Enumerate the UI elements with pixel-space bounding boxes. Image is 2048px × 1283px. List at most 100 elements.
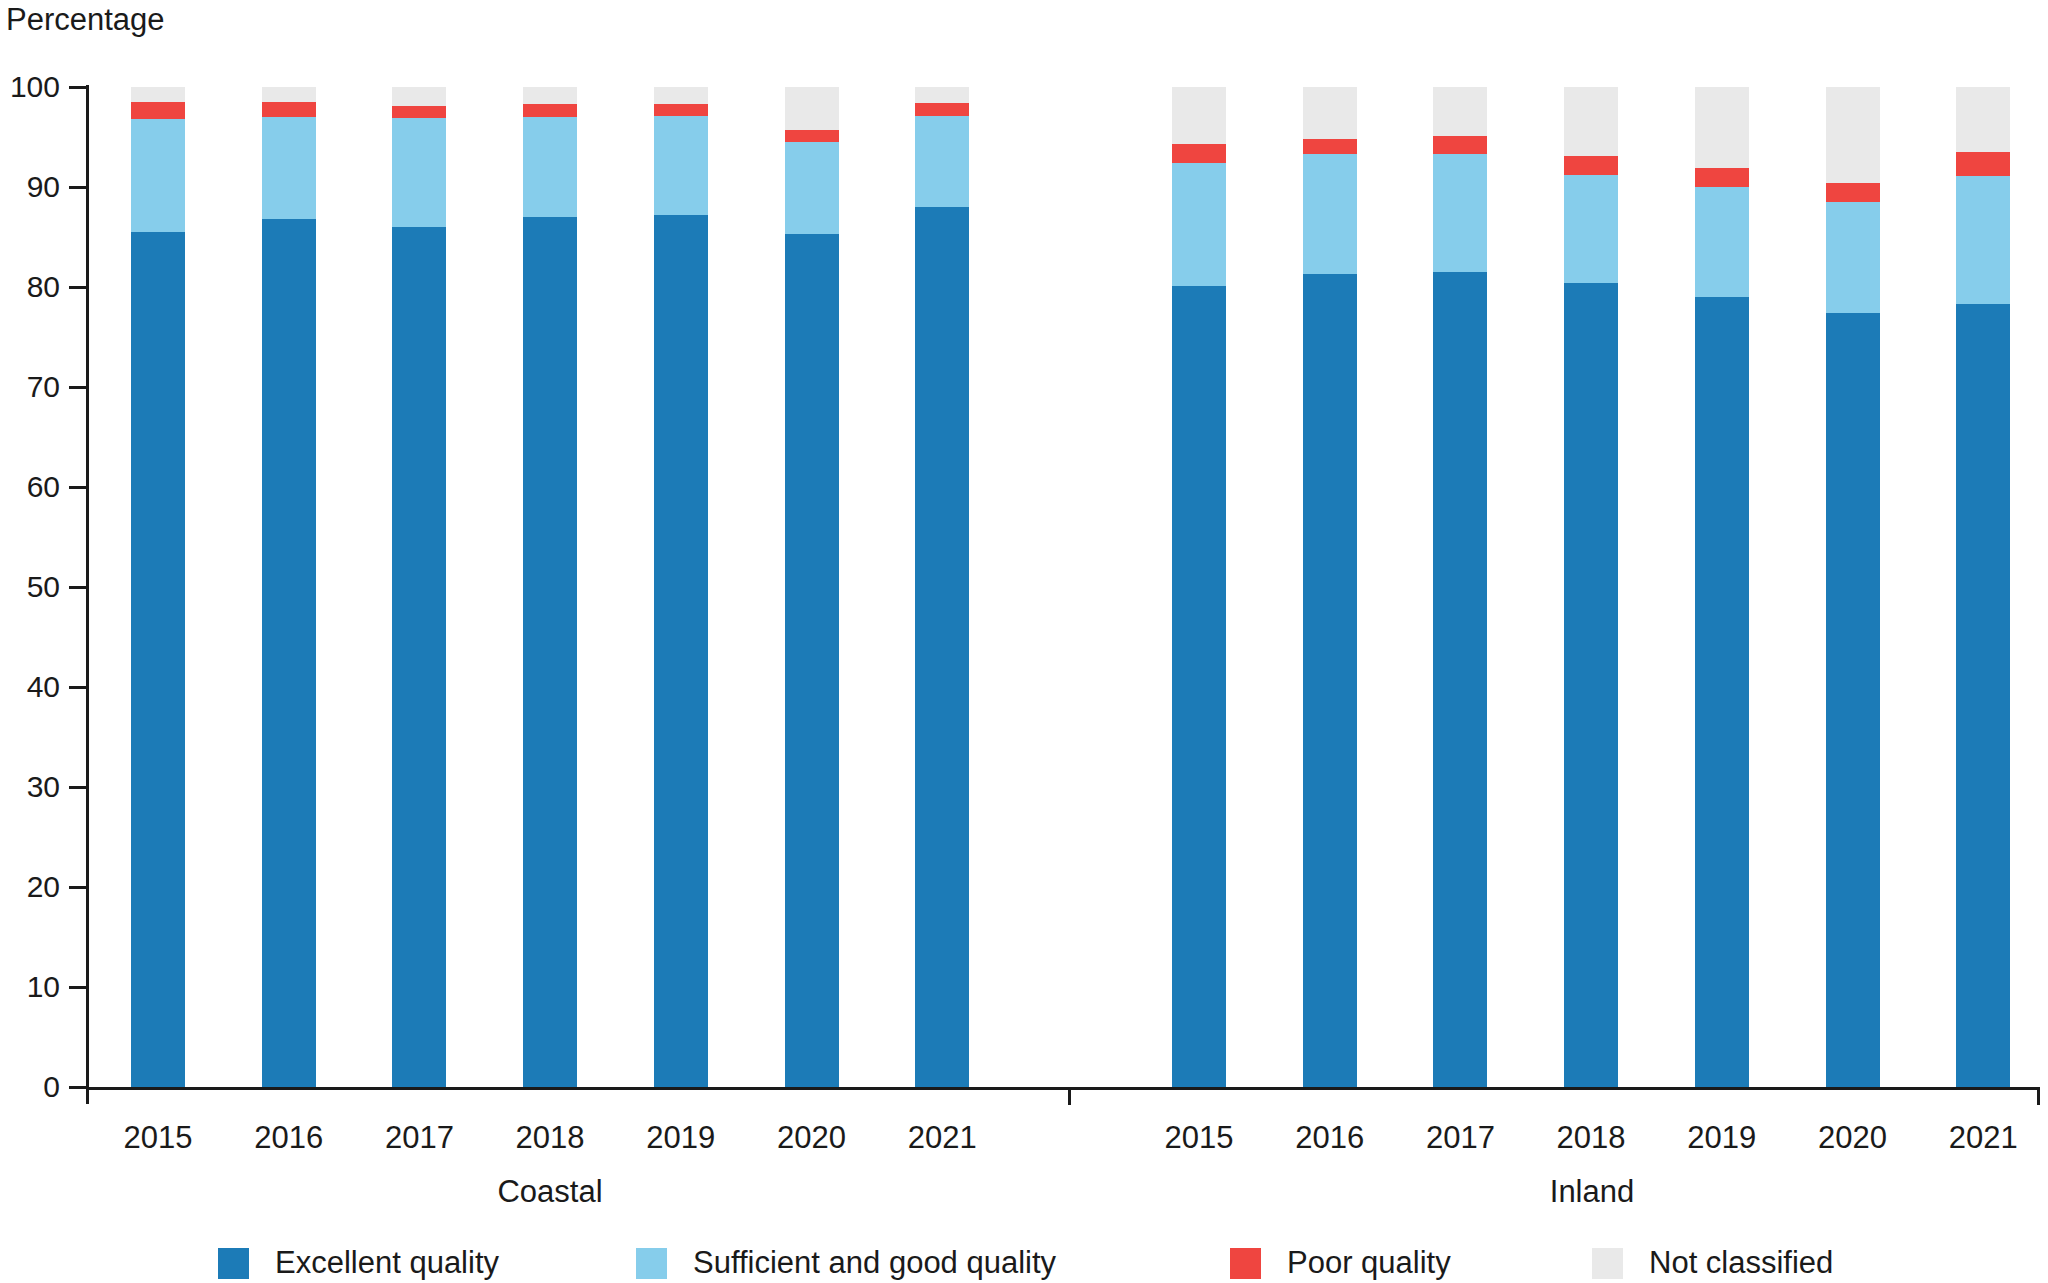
- bar-segment-coastal-2017-sufficient-and-good-quality: [392, 118, 446, 227]
- y-tick-label: 0: [0, 1070, 60, 1104]
- legend-label: Excellent quality: [275, 1246, 499, 1280]
- y-tick-dash: [69, 886, 86, 889]
- bar-segment-inland-2017-not-classified: [1433, 87, 1487, 136]
- bar-segment-coastal-2019-sufficient-and-good-quality: [654, 116, 708, 215]
- bar-segment-inland-2016-excellent-quality: [1303, 274, 1357, 1087]
- group-label-inland: Inland: [1550, 1174, 1634, 1210]
- bar-segment-inland-2020-poor-quality: [1826, 183, 1880, 202]
- bar-segment-inland-2021-excellent-quality: [1956, 304, 2010, 1087]
- bar-segment-inland-2021-sufficient-and-good-quality: [1956, 176, 2010, 304]
- legend-item-sufficient-and-good-quality: Sufficient and good quality: [636, 1246, 1056, 1280]
- legend-item-excellent-quality: Excellent quality: [218, 1246, 499, 1280]
- y-tick-dash: [69, 786, 86, 789]
- stacked-bar-chart: Percentage 0102030405060708090100 201520…: [0, 0, 2048, 1283]
- x-tick-label-inland-2019: 2019: [1687, 1120, 1756, 1156]
- y-tick-dash: [69, 986, 86, 989]
- x-axis-group-divider-tick: [1068, 1090, 1071, 1105]
- bar-segment-coastal-2018-poor-quality: [523, 104, 577, 117]
- x-tick-label-coastal-2017: 2017: [385, 1120, 454, 1156]
- bar-segment-inland-2021-poor-quality: [1956, 152, 2010, 176]
- bar-segment-inland-2018-not-classified: [1564, 87, 1618, 156]
- bar-segment-inland-2015-poor-quality: [1172, 144, 1226, 163]
- x-tick-label-coastal-2019: 2019: [646, 1120, 715, 1156]
- x-axis-line: [86, 1087, 2040, 1090]
- bar-segment-coastal-2019-poor-quality: [654, 104, 708, 116]
- y-tick-label: 30: [0, 770, 60, 804]
- bar-segment-inland-2020-sufficient-and-good-quality: [1826, 202, 1880, 313]
- y-tick-label: 70: [0, 370, 60, 404]
- bar-segment-inland-2021-not-classified: [1956, 87, 2010, 152]
- y-tick-dash: [69, 586, 86, 589]
- bar-segment-coastal-2015-excellent-quality: [131, 232, 185, 1087]
- y-tick-label: 90: [0, 170, 60, 204]
- bar-segment-coastal-2020-excellent-quality: [785, 234, 839, 1087]
- x-tick-label-coastal-2021: 2021: [908, 1120, 977, 1156]
- bar-segment-inland-2015-sufficient-and-good-quality: [1172, 163, 1226, 286]
- legend-item-not-classified: Not classified: [1592, 1246, 1833, 1280]
- bar-segment-coastal-2019-not-classified: [654, 87, 708, 104]
- bar-segment-inland-2019-excellent-quality: [1695, 297, 1749, 1087]
- bar-segment-coastal-2017-not-classified: [392, 87, 446, 106]
- bar-segment-inland-2017-poor-quality: [1433, 136, 1487, 154]
- bar-segment-inland-2020-not-classified: [1826, 87, 1880, 183]
- bar-segment-coastal-2021-sufficient-and-good-quality: [915, 116, 969, 207]
- y-tick-dash: [69, 86, 86, 89]
- bar-segment-coastal-2020-not-classified: [785, 87, 839, 130]
- bar-segment-coastal-2016-poor-quality: [262, 102, 316, 117]
- bar-segment-inland-2018-excellent-quality: [1564, 283, 1618, 1087]
- bar-segment-coastal-2017-excellent-quality: [392, 227, 446, 1087]
- bar-segment-coastal-2016-sufficient-and-good-quality: [262, 117, 316, 219]
- bar-segment-coastal-2021-excellent-quality: [915, 207, 969, 1087]
- x-tick-label-inland-2015: 2015: [1165, 1120, 1234, 1156]
- y-tick-label: 60: [0, 470, 60, 504]
- y-tick-dash: [69, 286, 86, 289]
- bar-segment-inland-2015-excellent-quality: [1172, 286, 1226, 1087]
- bar-segment-inland-2017-sufficient-and-good-quality: [1433, 154, 1487, 272]
- bar-segment-inland-2017-excellent-quality: [1433, 272, 1487, 1087]
- y-tick-dash: [69, 1086, 86, 1089]
- x-tick-label-coastal-2016: 2016: [254, 1120, 323, 1156]
- legend-label: Not classified: [1649, 1246, 1833, 1280]
- y-tick-dash: [69, 486, 86, 489]
- x-tick-label-inland-2017: 2017: [1426, 1120, 1495, 1156]
- y-tick-label: 50: [0, 570, 60, 604]
- bar-segment-inland-2019-poor-quality: [1695, 168, 1749, 187]
- bar-segment-coastal-2015-poor-quality: [131, 102, 185, 119]
- group-label-coastal: Coastal: [497, 1174, 602, 1210]
- legend-swatch-poor-quality-icon: [1230, 1248, 1261, 1279]
- x-tick-label-coastal-2020: 2020: [777, 1120, 846, 1156]
- bar-segment-inland-2020-excellent-quality: [1826, 313, 1880, 1087]
- y-axis-line: [86, 85, 89, 1104]
- bar-segment-coastal-2020-poor-quality: [785, 130, 839, 142]
- bar-segment-inland-2019-sufficient-and-good-quality: [1695, 187, 1749, 297]
- x-tick-label-inland-2020: 2020: [1818, 1120, 1887, 1156]
- y-axis-title: Percentage: [6, 2, 165, 38]
- bar-segment-coastal-2018-sufficient-and-good-quality: [523, 117, 577, 217]
- x-axis-end-tick: [2037, 1090, 2040, 1105]
- legend-label: Poor quality: [1287, 1246, 1451, 1280]
- bar-segment-inland-2019-not-classified: [1695, 87, 1749, 168]
- bar-segment-inland-2016-poor-quality: [1303, 139, 1357, 154]
- x-tick-label-coastal-2015: 2015: [124, 1120, 193, 1156]
- bar-segment-coastal-2021-not-classified: [915, 87, 969, 103]
- x-tick-label-inland-2021: 2021: [1949, 1120, 2018, 1156]
- bar-segment-inland-2015-not-classified: [1172, 87, 1226, 144]
- bar-segment-inland-2016-sufficient-and-good-quality: [1303, 154, 1357, 274]
- y-tick-label: 20: [0, 870, 60, 904]
- bar-segment-coastal-2017-poor-quality: [392, 106, 446, 118]
- x-tick-label-inland-2018: 2018: [1557, 1120, 1626, 1156]
- bar-segment-coastal-2016-excellent-quality: [262, 219, 316, 1087]
- bar-segment-coastal-2015-not-classified: [131, 87, 185, 102]
- bar-segment-coastal-2018-excellent-quality: [523, 217, 577, 1087]
- y-tick-label: 10: [0, 970, 60, 1004]
- y-tick-dash: [69, 386, 86, 389]
- y-tick-label: 80: [0, 270, 60, 304]
- bar-segment-inland-2018-poor-quality: [1564, 156, 1618, 175]
- y-tick-label: 100: [0, 70, 60, 104]
- bar-segment-coastal-2015-sufficient-and-good-quality: [131, 119, 185, 232]
- bar-segment-coastal-2018-not-classified: [523, 87, 577, 104]
- legend-swatch-sufficient-and-good-quality-icon: [636, 1248, 667, 1279]
- bar-segment-inland-2016-not-classified: [1303, 87, 1357, 139]
- legend-label: Sufficient and good quality: [693, 1246, 1056, 1280]
- bar-segment-coastal-2019-excellent-quality: [654, 215, 708, 1087]
